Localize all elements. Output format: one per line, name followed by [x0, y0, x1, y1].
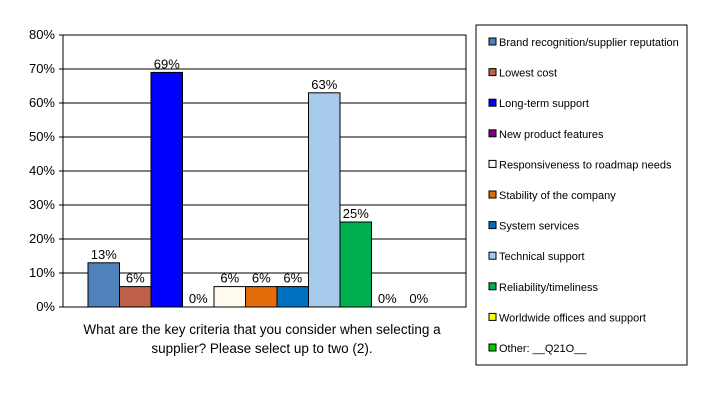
legend-swatch — [488, 312, 497, 321]
legend-label: Lowest cost — [499, 68, 557, 80]
y-tick-label: 70% — [29, 61, 55, 76]
legend-swatch — [488, 221, 497, 230]
y-tick-label: 10% — [29, 265, 55, 280]
y-tick-label: 40% — [29, 163, 55, 178]
bars — [87, 71, 372, 308]
data-label: 0% — [409, 291, 428, 306]
y-tick-label: 80% — [29, 27, 55, 42]
legend-label: Reliability/timeliness — [499, 282, 599, 294]
legend-swatch — [488, 343, 497, 352]
data-label: 13% — [91, 247, 117, 262]
data-label: 0% — [189, 291, 208, 306]
legend-swatch — [488, 251, 497, 260]
legend-label: System services — [499, 221, 580, 233]
legend-box — [475, 24, 688, 366]
data-label: 6% — [220, 271, 239, 286]
y-tick-label: 0% — [36, 299, 55, 314]
y-axis: 0% 10% 20% 30% 40% 50% 60% 70% 80% — [29, 27, 467, 314]
data-label: 6% — [126, 271, 145, 286]
bar — [245, 286, 278, 308]
legend-label: New product features — [499, 129, 604, 141]
legend-label: Responsiveness to roadmap needs — [499, 159, 672, 171]
data-label: 0% — [378, 291, 397, 306]
legend-label: Long-term support — [499, 98, 589, 110]
y-tick-label: 50% — [29, 129, 55, 144]
bar — [276, 286, 309, 308]
bar — [150, 71, 183, 308]
legend-label: Technical support — [499, 251, 585, 263]
gridlines — [63, 34, 466, 274]
x-axis-label: What are the key criteria that you consi… — [83, 322, 441, 356]
data-label: 69% — [154, 56, 180, 71]
legend-swatch — [488, 37, 497, 46]
legend-label: Worldwide offices and support — [499, 312, 646, 324]
legend-label: Other: __Q21O__ — [499, 343, 587, 355]
legend-label: Brand recognition/supplier reputation — [499, 37, 679, 49]
bar — [339, 221, 372, 308]
legend-label: Stability of the company — [499, 190, 616, 202]
legend-swatch — [488, 159, 497, 168]
legend: Brand recognition/supplier reputation Low… — [475, 24, 688, 366]
bar — [87, 262, 120, 308]
y-tick-label: 20% — [29, 231, 55, 246]
legend-swatch — [488, 98, 497, 107]
legend-swatch — [488, 68, 497, 77]
legend-swatch — [488, 129, 497, 138]
data-label: 6% — [252, 271, 271, 286]
data-label: 25% — [343, 206, 369, 221]
data-label: 63% — [311, 77, 337, 92]
data-label: 6% — [283, 271, 302, 286]
data-labels: 13% 6% 69% 0% 6% 6% 6% 63% 25% 0% 0% — [91, 56, 429, 306]
y-tick-label: 30% — [29, 197, 55, 212]
y-tick-label: 60% — [29, 95, 55, 110]
bar — [119, 286, 152, 308]
bar — [308, 92, 341, 308]
legend-swatch — [488, 190, 497, 199]
bar — [213, 286, 246, 308]
legend-swatch — [488, 282, 497, 291]
